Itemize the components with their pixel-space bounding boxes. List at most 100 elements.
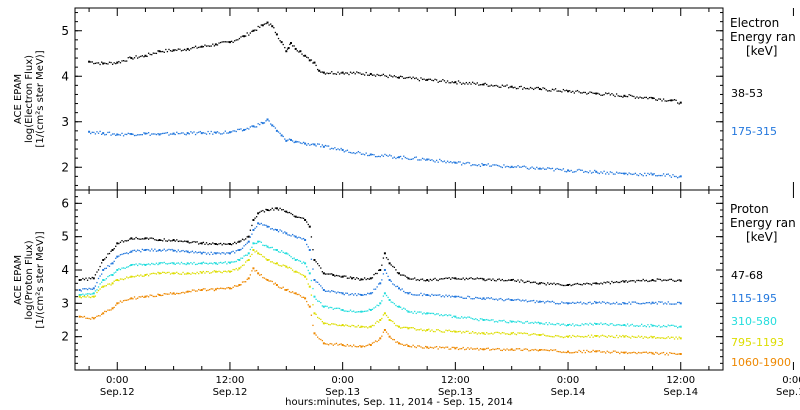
proton-trace-dot (367, 310, 369, 312)
electron-trace-dot (96, 62, 98, 64)
proton-trace-dot (147, 249, 150, 251)
electron-trace-dot (550, 90, 552, 92)
electron-trace-dot (157, 50, 159, 52)
electron-trace-dot (534, 87, 536, 89)
proton-trace-dot (198, 272, 200, 275)
electron-data-point (252, 125, 255, 128)
proton-trace-dot (329, 324, 331, 326)
proton-trace-dot (140, 296, 142, 298)
proton-trace-dot (619, 335, 621, 337)
electron-trace-dot (515, 166, 518, 168)
proton-trace-dot (327, 273, 330, 275)
proton-trace-dot (232, 261, 234, 263)
proton-trace-dot (543, 334, 546, 336)
proton-trace-dot (202, 270, 205, 273)
proton-trace-dot (274, 207, 277, 209)
proton-trace-dot (127, 252, 129, 255)
proton-trace-dot (223, 287, 225, 290)
electron-data-point (102, 62, 105, 65)
proton-trace-dot (298, 216, 300, 218)
proton-trace-dot (296, 237, 298, 239)
proton-trace-dot (234, 269, 236, 271)
electron-trace-dot (179, 48, 181, 50)
proton-trace-dot (124, 240, 126, 242)
electron-trace-dot (662, 173, 665, 175)
proton-trace-dot (445, 314, 447, 316)
proton-data-point (379, 337, 382, 340)
electron-trace-dot (645, 174, 648, 177)
proton-trace-dot (473, 318, 475, 321)
proton-trace-dot (584, 323, 586, 325)
x-tick-time-label: 0:00 (106, 375, 128, 386)
proton-trace-dot (320, 318, 322, 321)
proton-trace-dot (396, 325, 399, 327)
proton-trace-dot (559, 284, 561, 286)
electron-data-point (454, 161, 457, 164)
proton-trace-dot (457, 295, 460, 298)
electron-trace-dot (653, 173, 655, 175)
electron-trace-dot (518, 86, 521, 88)
electron-trace-dot (565, 89, 568, 91)
proton-trace-dot (196, 252, 198, 254)
electron-trace-dot (429, 78, 432, 80)
proton-trace-dot (664, 302, 666, 304)
proton-trace-dot (315, 313, 317, 316)
electron-trace-dot (457, 80, 460, 82)
electron-trace-dot (343, 151, 345, 153)
proton-trace-dot (223, 270, 225, 273)
proton-data-point (294, 292, 297, 295)
proton-trace-dot (395, 285, 397, 288)
proton-trace-dot (471, 278, 474, 280)
proton-trace-dot (263, 244, 266, 247)
proton-trace-dot (662, 303, 665, 305)
proton-trace-dot (487, 319, 489, 321)
electron-trace-dot (97, 62, 100, 64)
electron-trace-dot (407, 76, 410, 79)
proton-trace-dot (487, 347, 489, 349)
proton-trace-dot (548, 301, 550, 303)
proton-trace-dot (428, 294, 430, 296)
proton-trace-dot (334, 323, 336, 325)
proton-trace-dot (138, 275, 140, 277)
proton-trace-dot (440, 331, 442, 333)
proton-trace-dot (223, 261, 225, 264)
proton-trace-dot (331, 306, 333, 309)
proton-trace-dot (143, 296, 145, 298)
proton-trace-dot (412, 327, 414, 329)
proton-trace-dot (298, 236, 300, 238)
proton-trace-dot (475, 296, 477, 299)
electron-trace-dot (191, 47, 194, 49)
proton-trace-dot (137, 264, 139, 267)
proton-trace-dot (263, 256, 266, 258)
electron-trace-dot (291, 45, 294, 47)
proton-trace-dot (628, 336, 630, 338)
x-tick-date-label: Sep.14 (663, 387, 698, 398)
electron-trace-dot (547, 167, 549, 169)
proton-trace-dot (592, 302, 594, 305)
proton-trace-dot (569, 302, 571, 304)
proton-trace-dot (237, 285, 239, 287)
proton-trace-dot (140, 263, 142, 265)
proton-trace-dot (213, 243, 216, 245)
proton-trace-dot (393, 266, 396, 269)
proton-trace-dot (290, 291, 292, 294)
electron-trace-dot (93, 131, 95, 134)
electron-trace-dot (504, 85, 507, 87)
proton-trace-dot (246, 278, 248, 281)
proton-trace-dot (467, 347, 469, 349)
proton-trace-dot (601, 301, 604, 303)
proton-trace-dot (672, 336, 674, 339)
proton-data-point (266, 209, 269, 211)
proton-trace-dot (526, 332, 529, 335)
electron-trace-dot (453, 161, 455, 163)
proton-trace-dot (559, 324, 561, 326)
proton-trace-dot (91, 276, 93, 279)
proton-trace-dot (446, 330, 449, 332)
proton-trace-dot (255, 242, 258, 245)
proton-trace-dot (374, 340, 377, 342)
proton-trace-dot (606, 281, 608, 283)
proton-trace-dot (107, 253, 109, 255)
proton-trace-dot (104, 258, 106, 260)
proton-trace-dot (332, 290, 334, 293)
proton-trace-dot (561, 284, 563, 286)
